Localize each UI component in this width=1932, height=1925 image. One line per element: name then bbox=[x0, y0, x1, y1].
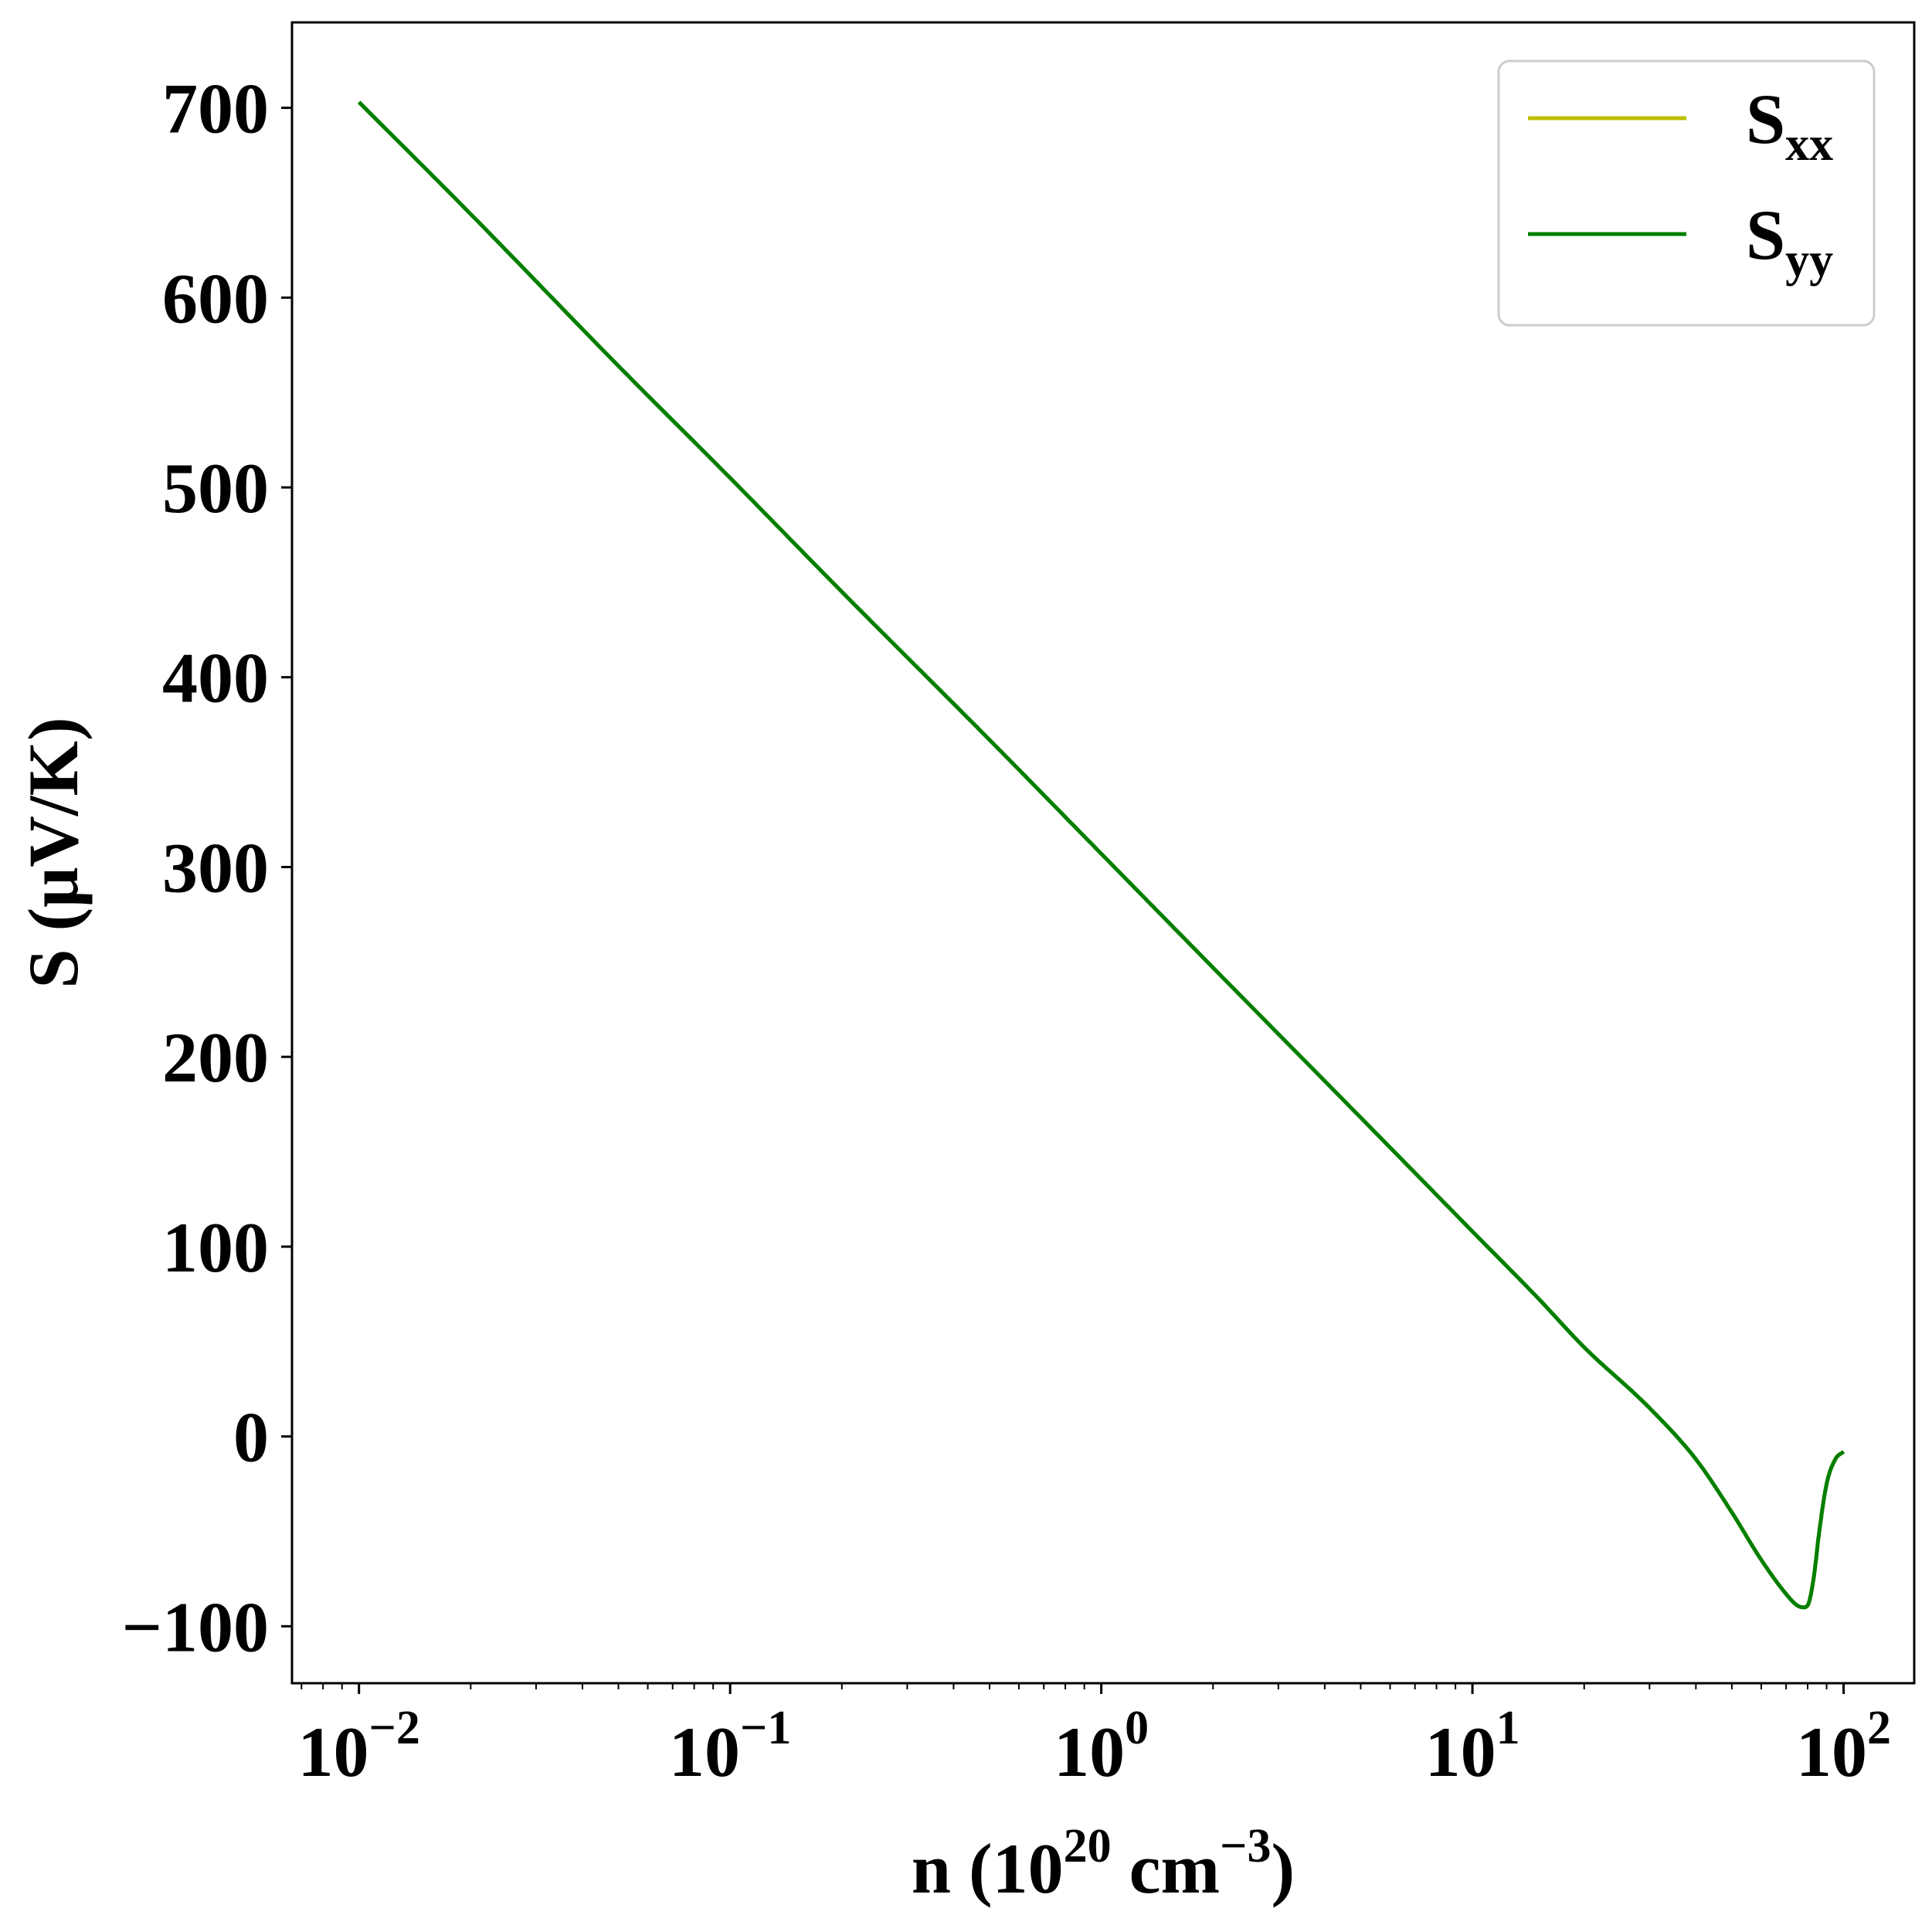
y-axis-label: S (μV/K) bbox=[14, 717, 93, 988]
legend-label-sxx-sub: xx bbox=[1785, 118, 1833, 171]
legend-label-syy-sub: yy bbox=[1785, 234, 1833, 287]
x-tick-label-0: 10−2 bbox=[298, 1702, 420, 1791]
legend-label-syy-main: S bbox=[1746, 195, 1785, 274]
x-axis-label-exp2: −3 bbox=[1220, 1820, 1271, 1872]
legend-label-syy: Syy bbox=[1746, 195, 1833, 287]
y-tick-label-4: 300 bbox=[162, 828, 269, 907]
x-axis-label-prefix: n (10 bbox=[912, 1829, 1064, 1908]
x-tick-label-exp-1: −1 bbox=[740, 1702, 791, 1754]
y-tick-label-6: 500 bbox=[162, 449, 269, 528]
x-axis: 10−2 10−1 100 101 102 bbox=[298, 1683, 1891, 1791]
legend: Sxx Syy bbox=[1497, 59, 1876, 327]
y-tick-label-7: 600 bbox=[162, 259, 269, 338]
x-tick-label-1: 10−1 bbox=[669, 1702, 791, 1791]
legend-label-sxx-main: S bbox=[1746, 80, 1785, 158]
x-tick-label-exp-4: 2 bbox=[1867, 1702, 1891, 1754]
x-tick-label-exp-2: 0 bbox=[1125, 1702, 1149, 1754]
x-tick-label-exp-3: 1 bbox=[1496, 1702, 1520, 1754]
y-tick-label-8: 700 bbox=[162, 70, 269, 148]
y-tick-label-3: 200 bbox=[162, 1018, 269, 1097]
y-tick-label-0: −100 bbox=[122, 1587, 269, 1666]
x-tick-label-exp-0: −2 bbox=[369, 1702, 420, 1754]
x-axis-label-suffix: ) bbox=[1272, 1829, 1295, 1908]
y-axis: −100 0 100 200 300 400 500 600 700 bbox=[122, 70, 292, 1666]
x-tick-label-base-1: 10 bbox=[669, 1713, 740, 1791]
x-axis-label-mid: cm bbox=[1112, 1829, 1220, 1908]
x-tick-label-base-0: 10 bbox=[298, 1713, 369, 1791]
x-tick-label-base-3: 10 bbox=[1425, 1713, 1496, 1791]
y-tick-label-1: 0 bbox=[233, 1398, 269, 1477]
legend-frame bbox=[1497, 59, 1876, 327]
y-tick-label-2: 100 bbox=[162, 1208, 269, 1287]
x-axis-label-exp1: 20 bbox=[1064, 1820, 1112, 1872]
x-tick-label-4: 102 bbox=[1796, 1702, 1891, 1791]
series-line-syy bbox=[357, 100, 1845, 1610]
y-tick-label-5: 400 bbox=[162, 639, 269, 718]
series-layer bbox=[357, 100, 1845, 1610]
plot-frame bbox=[290, 21, 1916, 1685]
x-tick-label-2: 100 bbox=[1054, 1702, 1149, 1791]
legend-label-sxx: Sxx bbox=[1746, 80, 1833, 171]
x-tick-label-3: 101 bbox=[1425, 1702, 1520, 1791]
x-tick-label-base-2: 10 bbox=[1054, 1713, 1125, 1791]
x-tick-label-base-4: 10 bbox=[1796, 1713, 1867, 1791]
x-axis-label: n (1020 cm−3) bbox=[912, 1820, 1295, 1908]
